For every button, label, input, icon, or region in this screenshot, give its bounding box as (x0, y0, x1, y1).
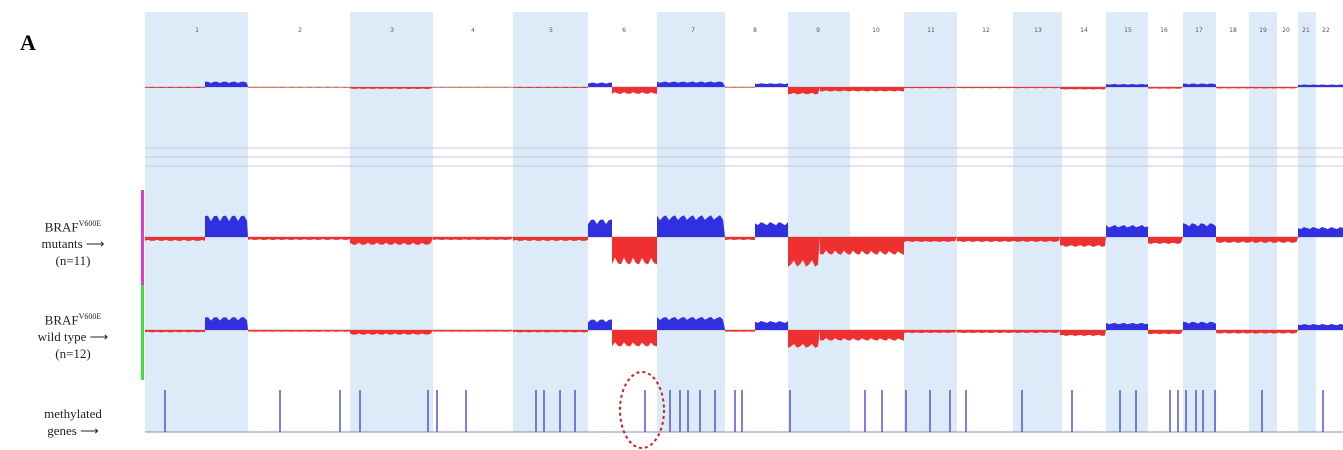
band (1183, 12, 1216, 432)
row-label: methylated genes ⟶ (18, 405, 128, 439)
chromosome-label: 12 (982, 27, 990, 34)
band (350, 12, 433, 432)
profile-segment (248, 87, 350, 88)
label: mutants (41, 236, 82, 251)
group-bar (141, 190, 144, 290)
mutation: V600E (79, 219, 102, 228)
chromosome-label: 20 (1282, 27, 1290, 34)
band (904, 12, 957, 432)
chromosome-label: 6 (622, 27, 626, 34)
profile-segment (1148, 237, 1183, 244)
chromosome-label: 15 (1124, 27, 1132, 34)
profile-segment (820, 237, 904, 255)
chromosome-label: 21 (1302, 27, 1310, 34)
chromosome-bands (145, 12, 1316, 432)
band (1106, 12, 1148, 432)
profile-segment (957, 330, 1060, 333)
profile-segment (755, 83, 788, 87)
profile-segment (1148, 330, 1183, 334)
profile-segment (820, 87, 904, 91)
chromosome-label: 4 (471, 27, 475, 34)
profile-segment (1216, 330, 1298, 334)
chromosome-label: 3 (390, 27, 394, 34)
figure-graphics: 12345678910111213141516171819202122 (0, 0, 1343, 450)
profile-segment (725, 87, 755, 88)
figure: 12345678910111213141516171819202122 A BR… (0, 0, 1343, 450)
profile-segment (350, 237, 433, 245)
profile-segment (1060, 87, 1106, 89)
profile-segment (1298, 324, 1343, 330)
profile-segment (904, 237, 957, 242)
chromosome-label: 2 (298, 27, 302, 34)
chromosome-label: 11 (927, 27, 935, 34)
chromosome-label: 10 (872, 27, 880, 34)
label: wild type (38, 329, 87, 344)
profile-segment (725, 330, 755, 332)
profile-segment (350, 330, 433, 335)
profile-segment (433, 87, 513, 88)
count: (n=12) (55, 346, 91, 361)
count: (n=11) (55, 253, 90, 268)
gene: BRAF (45, 312, 79, 327)
chromosome-label: 13 (1034, 27, 1042, 34)
label: genes (47, 423, 77, 438)
gene: BRAF (45, 219, 79, 234)
label: methylated (44, 406, 102, 421)
methylated-genes (165, 390, 1323, 432)
profile-segment (612, 237, 657, 265)
profile-segment (433, 237, 513, 240)
chromosome-label: 18 (1229, 27, 1237, 34)
profile-segment (1298, 85, 1343, 87)
panel-label: A (20, 30, 36, 56)
chromosome-label: 14 (1080, 27, 1088, 34)
profile-segment (350, 87, 433, 89)
profile-segment (725, 237, 755, 240)
profile-segment (1216, 87, 1298, 88)
profile-segment (904, 330, 957, 333)
band (513, 12, 588, 432)
profile-segment (248, 330, 350, 332)
band (788, 12, 850, 432)
band (1013, 12, 1062, 432)
profile-segment (433, 330, 513, 332)
group-bar (141, 285, 144, 380)
profile-segment (612, 330, 657, 347)
profile-segment (1148, 87, 1183, 89)
profile-segment (1216, 237, 1298, 243)
profile-segment (904, 87, 957, 88)
chromosome-label: 19 (1259, 27, 1267, 34)
chromosome-label: 1 (195, 27, 199, 34)
chromosome-label: 16 (1160, 27, 1168, 34)
chromosome-label: 5 (549, 27, 553, 34)
chromosome-label: 9 (816, 27, 820, 34)
row-label: BRAFV600E wild type ⟶ (n=12) (18, 308, 128, 362)
profile-segment (957, 87, 1060, 88)
chromosome-label: 17 (1195, 27, 1203, 34)
chromosome-label: 22 (1322, 27, 1330, 34)
profile-segment (755, 321, 788, 330)
profile-segment (957, 237, 1060, 242)
profile-segment (588, 319, 612, 330)
profile-segment (1060, 237, 1106, 247)
chromosome-label: 7 (691, 27, 695, 34)
band (1298, 12, 1316, 432)
profile-segment (588, 83, 612, 87)
row-label: BRAFV600E mutants ⟶ (n=11) (18, 215, 128, 269)
profile-segment (1298, 227, 1343, 237)
profile-segment (588, 219, 612, 237)
profile-segment (1060, 330, 1106, 336)
profile-segment (248, 237, 350, 240)
mutation: V600E (79, 312, 102, 321)
profiles (145, 82, 1343, 348)
profile-segment (612, 87, 657, 94)
profile-segment (755, 222, 788, 237)
band (1249, 12, 1277, 432)
chromosome-label: 8 (753, 27, 757, 34)
profile-segment (820, 330, 904, 341)
track-lines (145, 148, 1343, 166)
